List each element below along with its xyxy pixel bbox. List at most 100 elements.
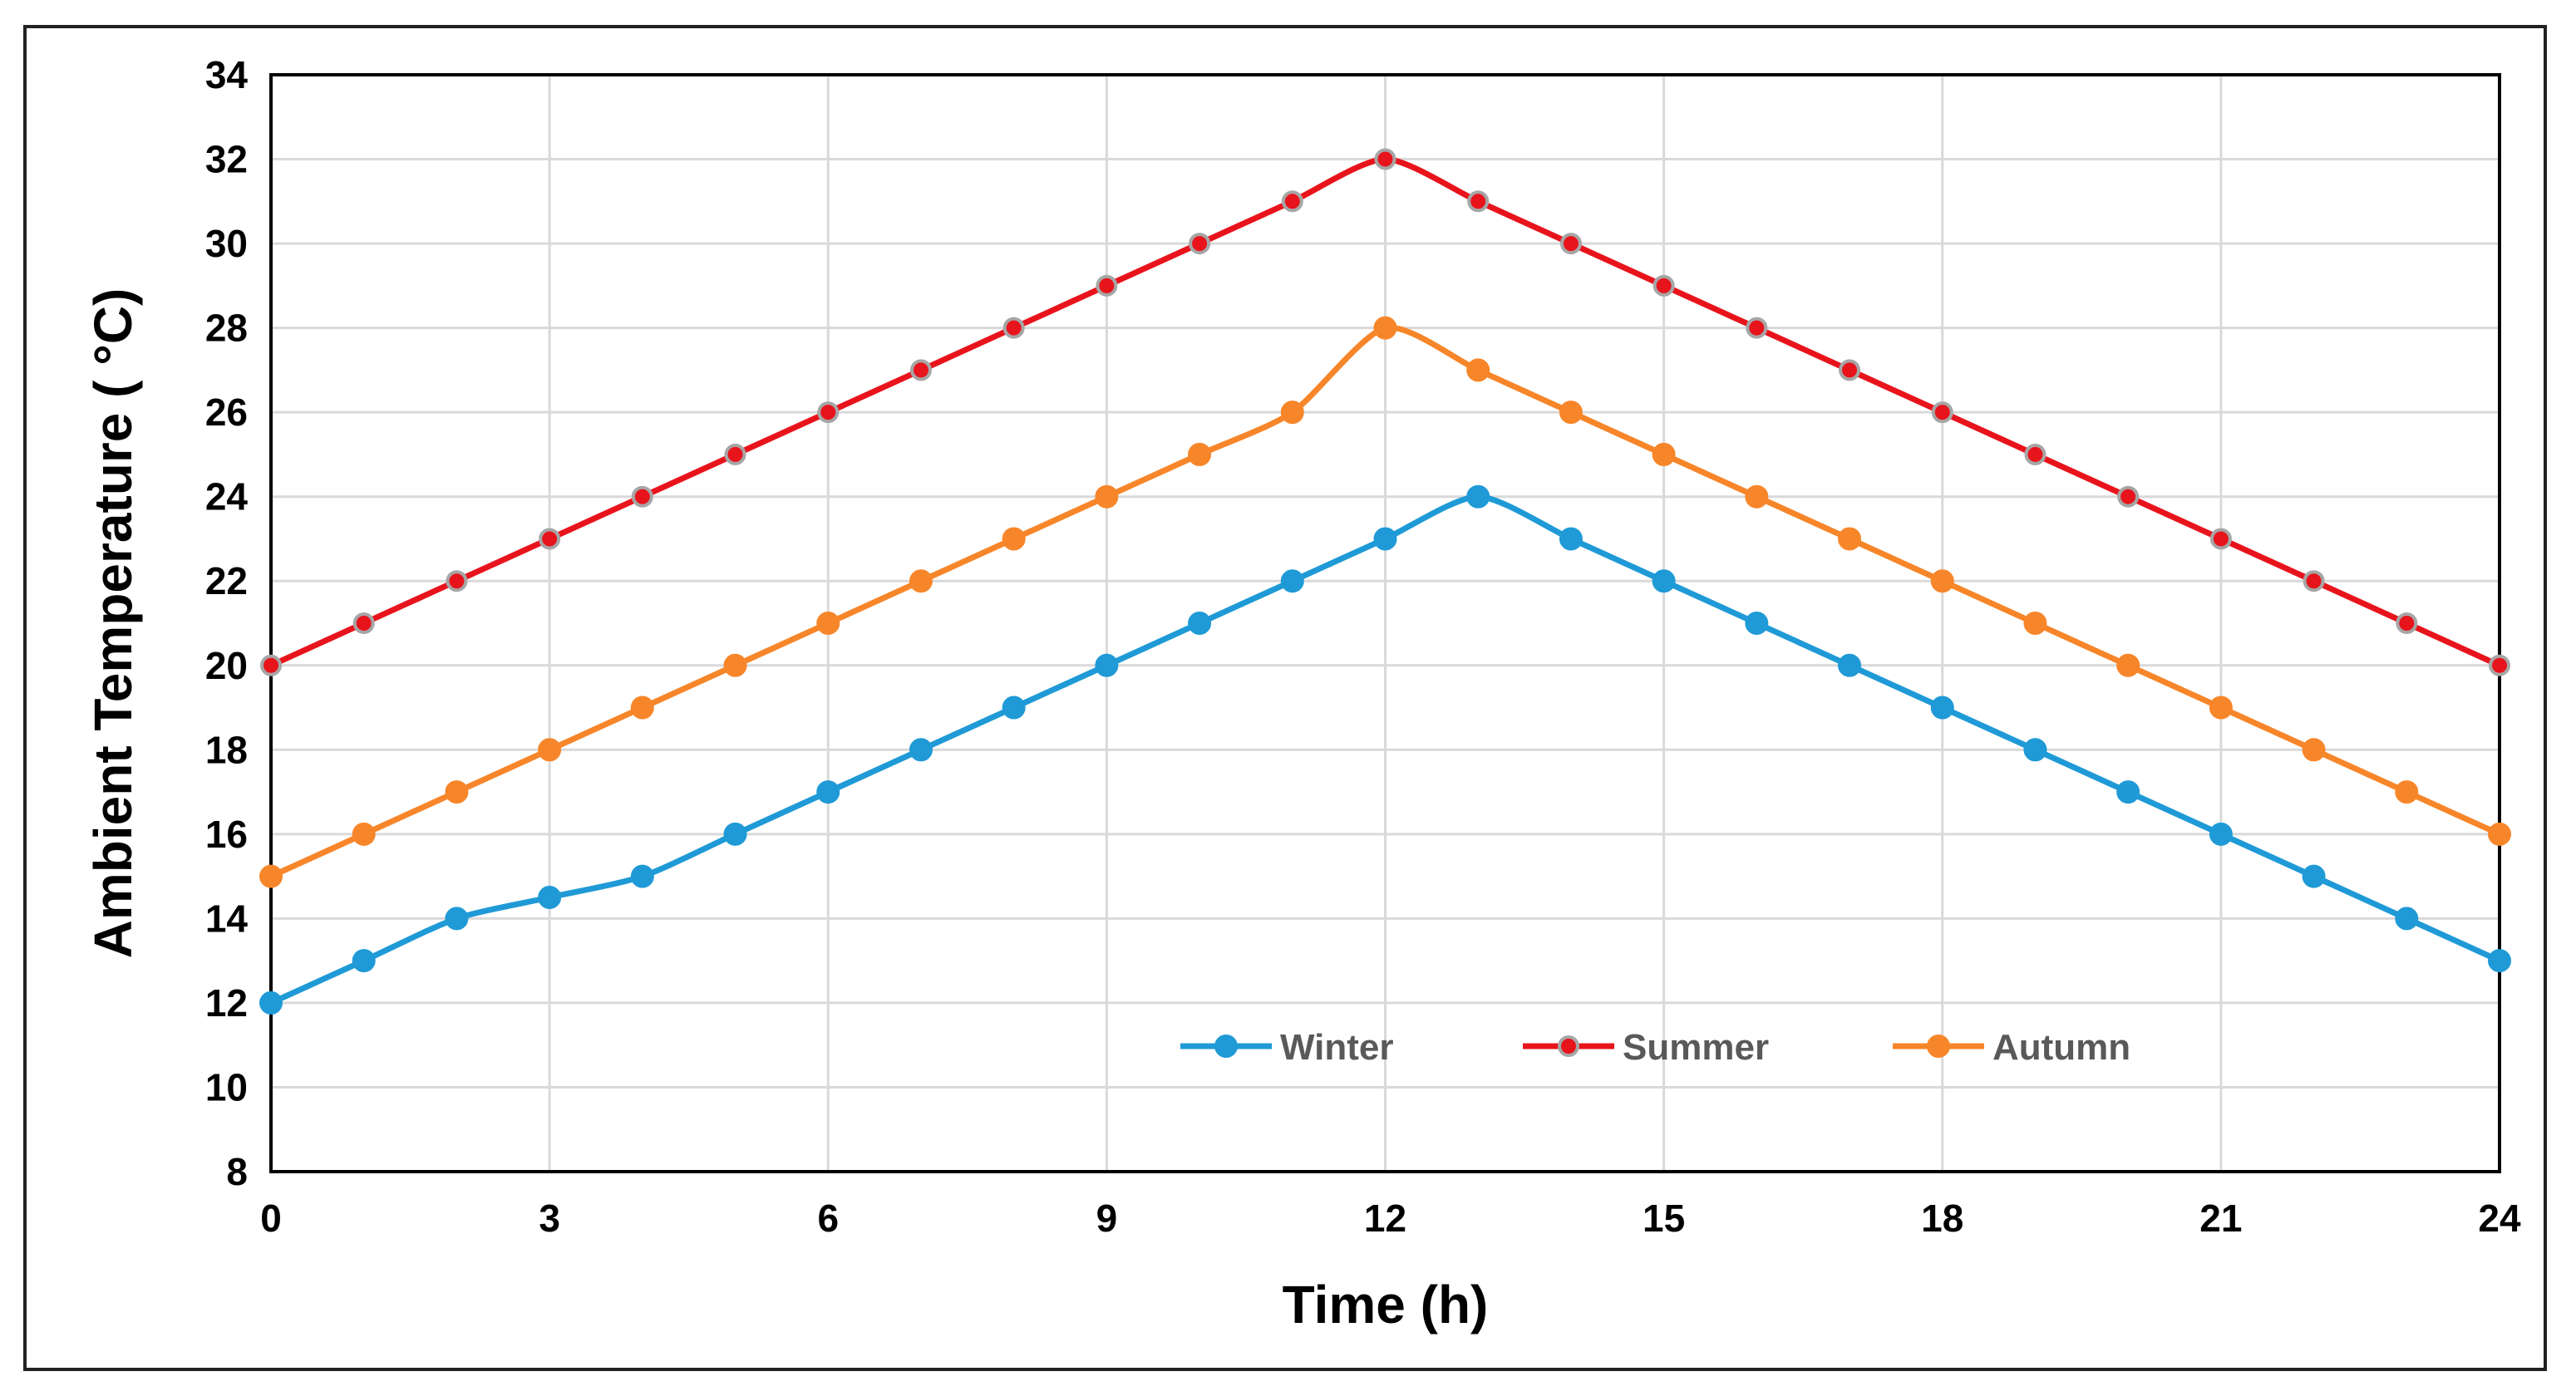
series-winter <box>259 484 2511 1015</box>
data-point-summer <box>2209 528 2232 550</box>
data-point-winter <box>1466 484 1490 509</box>
y-tick-label: 30 <box>205 222 248 265</box>
y-tick-label: 24 <box>205 475 249 519</box>
data-point-winter <box>352 949 376 973</box>
data-point-winter <box>2116 780 2140 804</box>
data-point-autumn <box>1930 569 1954 593</box>
data-point-winter <box>2023 738 2047 762</box>
data-point-autumn <box>909 569 933 593</box>
legend-label-winter: Winter <box>1280 1027 1394 1068</box>
data-point-summer <box>2396 612 2418 634</box>
x-tick-label: 18 <box>1921 1197 1963 1240</box>
data-point-autumn <box>2116 653 2140 677</box>
legend-marker-summer <box>1558 1035 1579 1057</box>
data-point-summer <box>2024 443 2047 465</box>
y-tick-label: 34 <box>205 53 249 96</box>
data-point-autumn <box>1095 484 1119 509</box>
y-axis-title: Ambient Temperature ( °C) <box>83 288 143 959</box>
data-point-summer <box>1281 190 1303 213</box>
data-point-winter <box>2395 907 2419 931</box>
data-point-winter <box>259 990 283 1015</box>
data-point-autumn <box>723 653 747 677</box>
data-point-winter <box>909 738 933 762</box>
data-point-summer <box>2489 654 2510 676</box>
data-point-winter <box>1838 653 1862 677</box>
data-point-autumn <box>1280 401 1304 425</box>
data-point-autumn <box>816 612 840 635</box>
data-point-autumn <box>1559 401 1583 425</box>
grid-lines <box>269 73 2501 1173</box>
legend-label-autumn: Autumn <box>1992 1027 2130 1068</box>
data-point-winter <box>816 780 840 804</box>
data-point-winter <box>2209 822 2233 846</box>
data-point-autumn <box>1745 484 1769 509</box>
data-point-winter <box>1652 569 1676 593</box>
data-point-summer <box>631 485 653 508</box>
y-tick-label: 20 <box>205 644 248 687</box>
data-point-winter <box>1373 527 1397 551</box>
data-point-autumn <box>2395 780 2419 804</box>
data-point-autumn <box>2302 738 2326 762</box>
data-point-summer <box>724 443 746 465</box>
x-tick-label: 3 <box>539 1197 560 1240</box>
data-point-summer <box>1746 317 1768 339</box>
data-point-summer <box>1931 401 1953 424</box>
data-point-summer <box>446 570 468 592</box>
plot-area <box>269 73 2501 1173</box>
y-tick-label: 8 <box>226 1150 248 1193</box>
data-point-autumn <box>352 822 376 846</box>
data-point-autumn <box>445 780 469 804</box>
y-tick-label: 12 <box>205 981 248 1025</box>
y-tick-label: 10 <box>205 1065 248 1108</box>
data-point-winter <box>1930 696 1954 720</box>
y-tick-label: 22 <box>205 559 248 602</box>
data-point-autumn <box>630 696 654 720</box>
data-point-summer <box>1467 190 1490 213</box>
data-point-winter <box>1745 612 1769 635</box>
data-point-autumn <box>538 738 562 762</box>
y-tick-label: 16 <box>205 813 248 856</box>
line-chart: 8 10 12 14 16 18 20 22 24 26 28 30 32 34 0 3 6 9 12 15 18 21… <box>83 53 2521 1335</box>
data-point-summer <box>1002 317 1025 339</box>
data-point-summer <box>817 401 840 424</box>
data-point-winter <box>2302 864 2326 888</box>
data-point-autumn <box>2488 822 2511 846</box>
x-tick-label: 21 <box>2199 1197 2242 1240</box>
data-point-autumn <box>1373 316 1397 340</box>
x-tick-label: 15 <box>1643 1197 1685 1240</box>
series-summer <box>260 148 2510 676</box>
data-point-summer <box>1096 274 1118 297</box>
data-point-summer <box>2303 570 2325 592</box>
data-point-summer <box>1652 274 1675 297</box>
data-point-summer <box>1839 359 1861 381</box>
data-point-winter <box>1095 653 1119 677</box>
x-axis-title: Time (h) <box>1283 1275 1489 1335</box>
data-point-autumn <box>2209 696 2233 720</box>
data-point-summer <box>2117 485 2140 508</box>
y-tick-label: 32 <box>205 138 248 181</box>
legend: Winter Summer Autumn <box>1180 1027 2130 1068</box>
y-tick-label: 18 <box>205 728 248 771</box>
data-point-winter <box>2488 949 2511 973</box>
data-point-summer <box>909 359 932 381</box>
data-point-autumn <box>259 864 283 888</box>
data-point-winter <box>723 822 747 846</box>
data-point-autumn <box>1002 527 1026 551</box>
data-point-summer <box>352 612 375 634</box>
data-point-winter <box>1188 612 1212 635</box>
x-tick-label: 24 <box>2478 1197 2521 1240</box>
data-point-summer <box>1559 233 1582 255</box>
data-point-autumn <box>1188 442 1212 466</box>
x-tick-label: 9 <box>1096 1197 1118 1240</box>
y-tick-label: 28 <box>205 307 248 350</box>
data-point-winter <box>445 907 469 931</box>
data-point-autumn <box>1838 527 1862 551</box>
x-axis-ticks: 0 3 6 9 12 15 18 21 24 <box>260 1197 2521 1240</box>
plot-border <box>269 73 2501 1173</box>
legend-label-summer: Summer <box>1623 1027 1769 1068</box>
legend-marker-autumn <box>1927 1035 1950 1058</box>
x-tick-label: 0 <box>260 1197 282 1240</box>
data-point-winter <box>630 864 654 888</box>
data-point-autumn <box>1466 358 1490 382</box>
data-point-winter <box>1002 696 1026 720</box>
